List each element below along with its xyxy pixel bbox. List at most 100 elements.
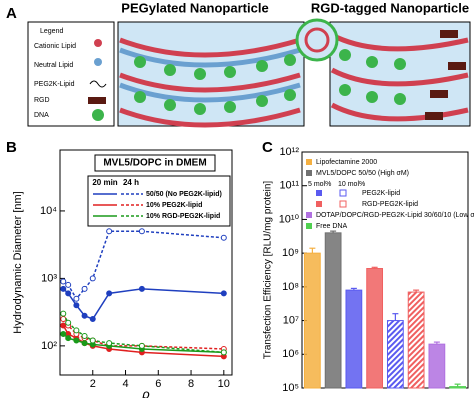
data-point [138,228,145,235]
right-schematic [329,21,471,127]
bar [366,268,384,389]
data-point [73,327,80,334]
legend-swatch [306,170,312,176]
x-tick-label: 4 [122,378,128,390]
y-tick-label: 10⁸ [282,281,299,293]
x-tick-label: 6 [155,378,161,390]
legend-label: PEG2K-lipid [362,190,400,197]
left-title: PEGylated Nanoparticle [121,0,268,15]
legend-swatch [306,212,312,218]
legend-header: 5 mol% [308,181,331,188]
right-dna [339,49,406,105]
data-point [89,337,96,344]
data-point [89,275,96,282]
data-point [60,322,67,329]
legend-swatch [306,159,312,165]
legend-box [27,21,115,127]
title-box [94,154,216,172]
y-tick-label: 10¹¹ [279,180,299,192]
legend-box [87,175,231,227]
data-point [65,281,72,288]
legend-label: 10% PEG2K-lipid [146,202,202,209]
data-point [73,302,80,309]
data-point [60,285,67,292]
legend-label: Lipofectamine 2000 [316,159,377,166]
right-title: RGD-tagged Nanoparticle [311,0,469,15]
chart-title: MVL5/DOPC in DMEM [103,158,206,169]
legend-item: Neutral Lipid [34,62,73,69]
bar [345,289,363,389]
data-point [65,319,72,326]
legend-swatch [339,200,347,208]
y-tick-label: 10⁵ [282,382,299,394]
x-tick-label: 10 [218,378,230,390]
data-point [60,278,67,285]
data-point [89,316,96,323]
y-tick-label: 10¹⁰ [279,213,300,225]
data-point [220,290,227,297]
data-point [106,228,113,235]
x-axis-label: ρ [141,386,150,398]
data-point [81,333,88,340]
legend-swatch [339,189,347,197]
y-tick-label: 10⁶ [282,348,299,360]
y-tick-label: 10² [41,340,57,352]
data-point [65,290,72,297]
bar [303,252,321,389]
legend-header: 10 mol% [338,181,365,188]
legend-label: RGD-PEG2K-lipid [362,201,418,208]
data-point [220,349,227,356]
data-point [81,340,88,347]
legend-swatch [316,190,322,196]
data-point [65,335,72,342]
left-schematic [117,21,305,127]
legend-label: Free DNA [316,223,347,230]
data-point [220,234,227,241]
data-point [81,285,88,292]
bar [324,232,342,389]
right-membranes [330,32,469,122]
data-point [60,310,67,317]
panel-label: B [6,139,17,156]
y-tick-label: 10⁷ [283,314,299,326]
data-point [106,290,113,297]
legend-item: PEG2K-Lipid [34,81,75,88]
y-tick-label: 10³ [41,272,57,284]
bar [428,343,446,389]
plot-frame [59,149,233,376]
x-tick-label: 2 [90,378,96,390]
nanoparticle-icon [295,18,339,62]
nanoparticle-core [304,27,330,53]
data-point [81,312,88,319]
y-axis-label: Hydrodynamic Diameter [nm] [12,191,24,333]
legend-label: MVL5/DOPC 50/50 (High σM) [316,170,409,177]
left-dna [134,54,296,115]
data-point [73,337,80,344]
icon-neutral [94,58,102,66]
legend-swatch [306,223,312,229]
data-point [60,330,67,337]
legend-label: DOTAP/DOPC/RGD-PEG2K-Lipid 30/60/10 (Low… [316,212,474,219]
bar [386,320,404,389]
y-tick-label: 10¹² [279,146,299,158]
panel-label: A [6,5,17,22]
legend-item: Cationic Lipid [34,43,76,50]
data-point [138,342,145,349]
icon-peg [89,80,107,88]
legend-item: DNA [34,112,49,119]
x-tick-label: 8 [188,378,194,390]
data-point [106,340,113,347]
legend-header: 20 min [92,178,117,187]
data-point [60,316,67,323]
plot-frame [301,151,469,389]
icon-cationic [94,39,102,47]
data-point [73,295,80,302]
bar [407,291,425,389]
legend-label: 50/50 (No PEG2K-lipid) [146,191,222,198]
legend-label: 10% RGD-PEG2K-lipid [146,213,220,220]
y-tick-label: 10⁹ [282,247,299,259]
panel-label: C [262,139,273,156]
icon-rgd [88,97,106,104]
legend-header: 24 h [123,178,139,187]
